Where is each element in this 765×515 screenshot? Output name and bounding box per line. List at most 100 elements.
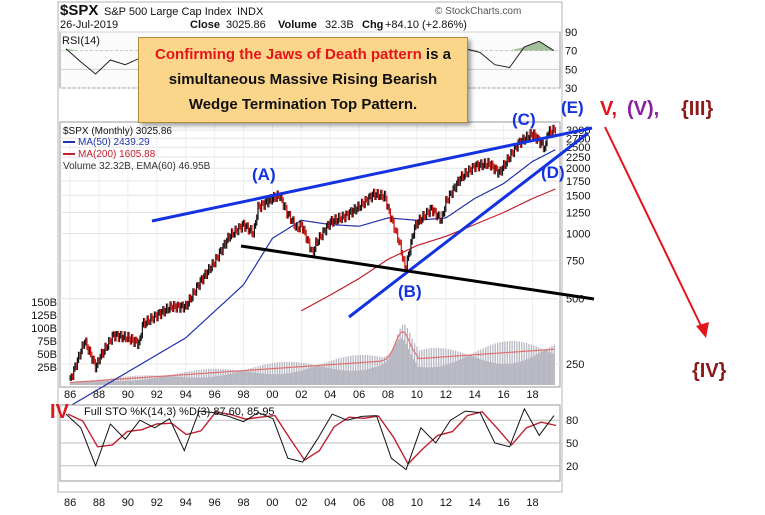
volume-bar bbox=[75, 381, 77, 385]
volume-bar bbox=[181, 372, 183, 385]
pattern-callout: Confirming the Jaws of Death pattern is … bbox=[138, 37, 468, 123]
volume-bar bbox=[338, 358, 340, 385]
volume-bar bbox=[375, 366, 377, 385]
symbol-label: $SPX bbox=[60, 2, 98, 19]
volume-bar bbox=[393, 346, 395, 385]
price-tick-label: 2250 bbox=[566, 152, 590, 164]
volume-bar bbox=[142, 379, 145, 385]
volume-bar bbox=[529, 357, 531, 385]
volume-bar bbox=[486, 361, 488, 385]
wave-label-v: V, bbox=[600, 98, 617, 120]
volume-bar bbox=[374, 355, 376, 385]
volume-bar bbox=[501, 341, 504, 385]
volume-bar bbox=[201, 377, 204, 385]
volume-bar bbox=[400, 338, 402, 385]
volume-bar bbox=[446, 364, 448, 385]
volume-bar bbox=[448, 363, 451, 385]
volume-bar bbox=[79, 382, 81, 385]
volume-bar bbox=[253, 372, 256, 385]
volume-bar bbox=[299, 370, 301, 385]
volume-bar bbox=[244, 371, 246, 385]
volume-bar bbox=[204, 377, 206, 385]
volume-bar bbox=[510, 363, 512, 385]
volume-bar bbox=[77, 381, 80, 385]
volume-bar bbox=[316, 365, 318, 385]
volume-bar bbox=[114, 381, 116, 385]
volume-bar bbox=[116, 381, 118, 385]
volume-bar bbox=[480, 349, 482, 385]
volume-bar bbox=[422, 367, 424, 385]
volume-bar bbox=[158, 375, 160, 385]
volume-bar bbox=[289, 372, 292, 385]
volume-bar bbox=[552, 353, 554, 385]
volume-bar bbox=[211, 376, 213, 385]
volume-bar bbox=[482, 348, 484, 385]
volume-bar bbox=[379, 356, 381, 385]
volume-bar bbox=[525, 343, 528, 385]
projection-arrowhead bbox=[696, 322, 709, 338]
volume-bar bbox=[94, 381, 97, 385]
volume-bar bbox=[336, 369, 339, 385]
volume-bar bbox=[199, 377, 201, 385]
volume-bar bbox=[239, 370, 241, 385]
volume-bar bbox=[313, 366, 316, 385]
wave-label-e: (E) bbox=[561, 98, 584, 117]
volume-bar bbox=[493, 362, 495, 385]
volume-bar bbox=[227, 369, 229, 385]
volume-bar bbox=[74, 382, 76, 385]
x-tick-label: 98 bbox=[237, 389, 249, 401]
volume-bar bbox=[522, 360, 524, 385]
volume-bar bbox=[159, 376, 162, 385]
volume-bar bbox=[500, 363, 502, 385]
volume-bar bbox=[385, 361, 387, 385]
volume-bar bbox=[96, 380, 98, 385]
volume-bar bbox=[228, 373, 230, 385]
volume-bar bbox=[475, 351, 477, 385]
volume-bar bbox=[111, 381, 113, 385]
volume-bar bbox=[518, 341, 520, 385]
volume-bar bbox=[410, 354, 412, 385]
price-legend: $SPX (Monthly) 3025.86 MA(50) 2439.29 MA… bbox=[63, 126, 211, 172]
volume-bar bbox=[447, 349, 449, 385]
volume-bar bbox=[171, 374, 174, 385]
callout-highlight: Confirming the Jaws of Death pattern bbox=[155, 46, 422, 63]
volume-bar bbox=[550, 352, 552, 385]
wave-label-iv-brace: {IV} bbox=[692, 360, 727, 382]
volume-bar bbox=[425, 348, 428, 385]
volume-bar bbox=[430, 348, 433, 385]
volume-bar bbox=[98, 379, 100, 385]
volume-bar bbox=[148, 375, 151, 385]
volume-bar bbox=[495, 363, 498, 385]
volume-bar bbox=[279, 362, 281, 385]
volume-bar bbox=[465, 356, 468, 385]
volume-bar bbox=[330, 360, 333, 385]
volume-bar bbox=[503, 363, 505, 385]
volume-bar bbox=[322, 366, 324, 385]
volume-bar bbox=[464, 353, 466, 385]
volume-bar bbox=[177, 376, 180, 385]
volume-bar bbox=[392, 349, 394, 385]
x-tick-label: 08 bbox=[382, 497, 394, 509]
rsi-tick-label: 30 bbox=[565, 83, 577, 95]
volume-bar bbox=[340, 357, 342, 385]
wave-label-iii: {III} bbox=[681, 98, 713, 120]
x-tick-label: 10 bbox=[411, 389, 423, 401]
volume-bar bbox=[292, 372, 294, 385]
volume-bar bbox=[218, 375, 221, 385]
volume-bar bbox=[345, 356, 347, 385]
price-tick-label: 1250 bbox=[566, 207, 590, 219]
volume-bar bbox=[499, 342, 501, 385]
volume-bar bbox=[167, 375, 169, 385]
volume-bar bbox=[434, 366, 436, 385]
volume-bar bbox=[353, 370, 356, 385]
volume-bar bbox=[481, 359, 483, 385]
volume-bar bbox=[83, 381, 86, 385]
volume-bar bbox=[281, 362, 283, 385]
volume-bar bbox=[117, 377, 119, 385]
volume-bar bbox=[287, 373, 289, 385]
volume-bar bbox=[252, 367, 254, 385]
volume-bar bbox=[428, 348, 430, 385]
volume-bar bbox=[362, 354, 364, 385]
volume-bar bbox=[161, 375, 163, 385]
volume-bar bbox=[312, 364, 315, 385]
